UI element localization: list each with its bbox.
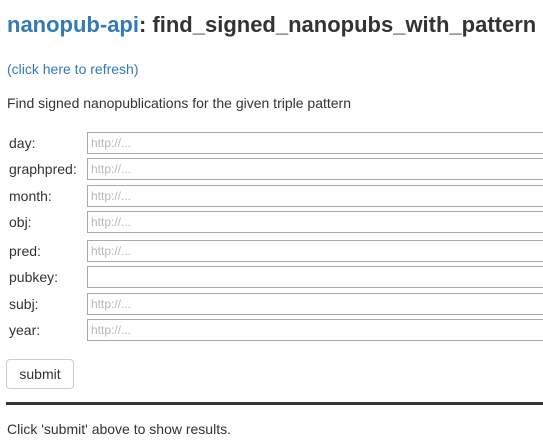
form-row-pred: pred:: [9, 240, 543, 262]
obj-label: obj:: [9, 214, 32, 230]
refresh-link[interactable]: (click here to refresh): [7, 61, 139, 77]
submit-button[interactable]: submit: [6, 359, 74, 389]
subj-label: subj:: [9, 296, 39, 312]
pubkey-input[interactable]: [87, 266, 543, 288]
results-divider: [6, 402, 543, 405]
day-label: day:: [9, 135, 36, 151]
subj-input[interactable]: [87, 293, 543, 315]
obj-input[interactable]: [87, 211, 543, 233]
month-input[interactable]: [87, 185, 543, 207]
pred-input[interactable]: [87, 240, 543, 262]
pubkey-label: pubkey:: [9, 269, 59, 285]
year-input[interactable]: [87, 319, 543, 341]
pred-label: pred:: [9, 243, 41, 259]
page-title: nanopub-api: find_signed_nanopubs_with_p…: [7, 11, 536, 39]
form-row-month: month:: [9, 185, 543, 207]
title-separator: :: [138, 12, 147, 37]
graphpred-label: graphpred:: [9, 161, 77, 177]
nanopub-api-link[interactable]: nanopub-api: [7, 12, 139, 37]
form-row-graphpred: graphpred:: [9, 158, 543, 180]
endpoint-name: find_signed_nanopubs_with_pattern: [146, 12, 537, 37]
graphpred-input[interactable]: [87, 158, 543, 180]
form-row-year: year:: [9, 319, 543, 341]
form-row-subj: subj:: [9, 293, 543, 315]
page-description: Find signed nanopublications for the giv…: [7, 95, 351, 111]
form-row-obj: obj:: [9, 211, 543, 233]
form-row-day: day:: [9, 132, 543, 154]
results-message: Click 'submit' above to show results.: [7, 421, 231, 437]
form-row-pubkey: pubkey:: [9, 266, 543, 288]
year-label: year:: [9, 322, 41, 338]
day-input[interactable]: [87, 132, 543, 154]
month-label: month:: [9, 188, 52, 204]
